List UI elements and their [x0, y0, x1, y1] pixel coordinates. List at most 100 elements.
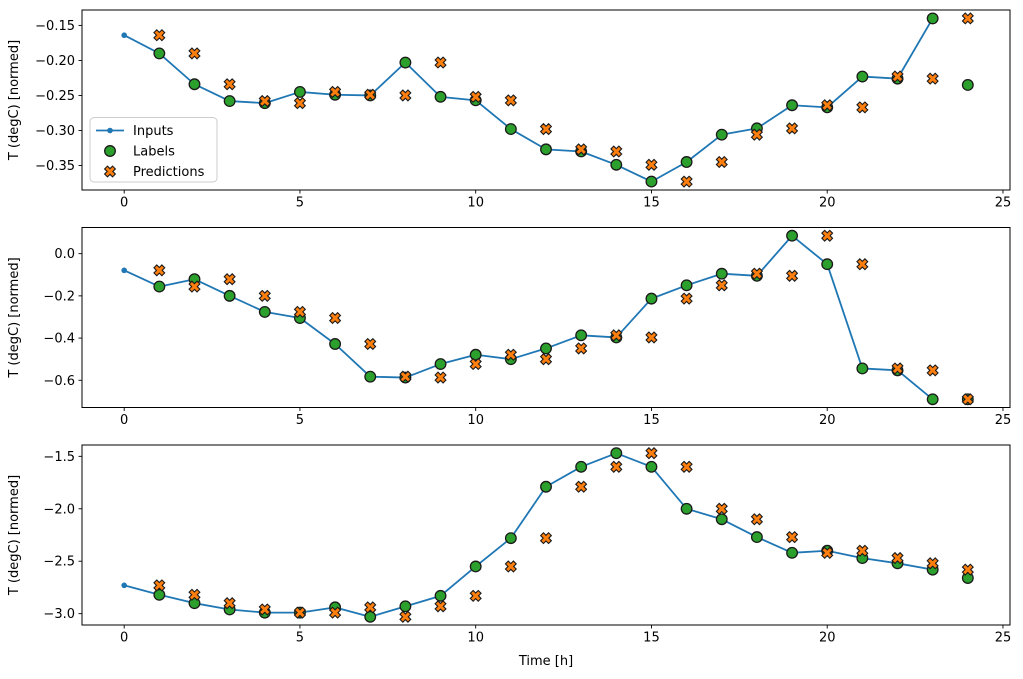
y-ticks: −0.15 −0.20 −0.25 −0.30 −0.35 — [35, 19, 82, 174]
label-marker — [153, 588, 166, 601]
x-tick-label: 0 — [120, 413, 128, 428]
label-marker — [645, 460, 658, 473]
y-axis-label: T (degC) [normed] — [7, 257, 22, 378]
prediction-marker — [750, 513, 764, 526]
prediction-marker — [926, 72, 939, 85]
legend-predictions-x-swatch — [103, 165, 117, 178]
prediction-marker — [258, 94, 271, 108]
input-point-marker — [121, 32, 127, 39]
prediction-marker — [504, 560, 517, 573]
label-marker — [399, 56, 412, 69]
prediction-marker — [504, 348, 517, 361]
label-marker — [223, 95, 236, 108]
x-axis-label: Time [h] — [518, 654, 573, 669]
label-marker — [715, 128, 728, 141]
label-marker — [434, 589, 447, 602]
label-marker — [610, 158, 623, 171]
prediction-marker — [680, 175, 693, 188]
prediction-marker — [399, 370, 412, 383]
prediction-marker — [821, 546, 834, 559]
prediction-marker — [364, 337, 377, 351]
prediction-marker — [293, 606, 307, 619]
label-marker — [575, 329, 588, 342]
prediction-marker — [645, 158, 658, 171]
y-tick-label: −2.0 — [43, 502, 75, 517]
label-marker — [364, 610, 377, 623]
prediction-marker — [434, 600, 447, 613]
prediction-marker — [750, 267, 764, 280]
prediction-marker — [891, 551, 904, 565]
label-marker — [680, 502, 693, 515]
prediction-marker — [434, 56, 447, 69]
label-marker — [786, 99, 799, 112]
label-marker — [188, 78, 201, 91]
x-tick-label: 10 — [467, 413, 484, 428]
label-marker — [786, 229, 799, 242]
prediction-marker — [153, 29, 166, 42]
label-marker — [504, 123, 517, 136]
prediction-marker — [680, 460, 693, 473]
label-marker — [258, 305, 271, 318]
prediction-marker — [610, 460, 623, 473]
prediction-marker — [469, 589, 482, 602]
prediction-marker — [223, 273, 236, 286]
predictions-scatter-series — [153, 447, 974, 623]
prediction-marker — [575, 143, 588, 156]
predictions-scatter-series — [153, 12, 974, 188]
x-tick-label: 15 — [643, 631, 660, 646]
x-tick-label: 25 — [995, 196, 1012, 211]
prediction-marker — [610, 329, 623, 342]
axes-border — [81, 227, 1011, 408]
predictions-scatter-series — [153, 229, 974, 406]
x-tick-label: 5 — [296, 196, 304, 211]
prediction-marker — [645, 331, 658, 344]
label-marker — [645, 175, 658, 188]
y-axis-label: T (degC) [normed] — [7, 475, 22, 596]
axes-border — [81, 444, 1011, 626]
y-tick-label: −0.4 — [43, 332, 75, 347]
prediction-marker — [188, 280, 201, 293]
label-marker — [399, 600, 412, 613]
prediction-marker — [364, 601, 377, 614]
prediction-marker — [891, 362, 904, 375]
x-tick-label: 20 — [819, 413, 836, 428]
prediction-marker — [188, 588, 201, 601]
label-marker — [856, 362, 869, 375]
prediction-marker — [293, 97, 307, 110]
label-marker — [961, 78, 974, 91]
prediction-marker — [258, 603, 271, 616]
y-tick-label: −0.15 — [35, 19, 75, 34]
prediction-marker — [856, 101, 869, 114]
subplot-2: 0 5 10 15 20 25 0.0 −0.2 −0.4 −0.6 T (degC) [norme… — [7, 227, 1012, 428]
prediction-marker — [891, 70, 904, 83]
prediction-marker — [575, 480, 588, 493]
prediction-marker — [153, 579, 166, 592]
prediction-marker — [856, 544, 869, 557]
y-tick-label: −0.6 — [43, 374, 75, 389]
prediction-marker — [539, 353, 553, 366]
x-tick-label: 15 — [643, 413, 660, 428]
prediction-marker — [434, 371, 447, 384]
prediction-marker — [715, 279, 728, 292]
y-tick-label: −1.5 — [43, 450, 75, 465]
prediction-marker — [539, 122, 553, 136]
legend-inputs-dot-swatch — [107, 127, 113, 134]
y-tick-label: −0.30 — [35, 124, 75, 139]
label-marker — [926, 393, 939, 406]
axes-border — [81, 9, 1011, 191]
prediction-marker — [539, 531, 553, 545]
subplot-1: 0 5 10 15 20 25 −0.15 −0.20 −0.25 −0.30 −0.35 T (de… — [7, 9, 1011, 211]
x-tick-label: 15 — [643, 196, 660, 211]
prediction-marker — [821, 99, 834, 112]
prediction-marker — [223, 78, 236, 91]
x-tick-label: 25 — [995, 413, 1012, 428]
label-marker — [715, 267, 728, 280]
x-ticks: 0 5 10 15 20 25 — [120, 190, 1011, 211]
legend-item-predictions: Predictions — [103, 165, 205, 180]
x-tick-label: 5 — [296, 631, 304, 646]
legend-item-label: Predictions — [133, 165, 205, 180]
y-tick-label: −0.35 — [35, 159, 75, 174]
prediction-marker — [258, 289, 271, 303]
y-tick-label: −0.2 — [43, 289, 75, 304]
